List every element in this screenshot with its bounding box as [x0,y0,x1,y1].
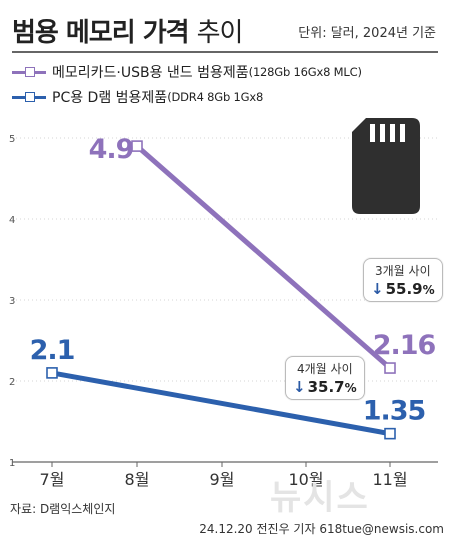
callout-nand-value: 55.9 [385,280,423,298]
callout-nand-unit: % [422,283,435,297]
data-point-marker [384,427,396,440]
x-tick-label: 11월 [372,470,407,489]
y-tick-label: 4 [9,215,15,226]
unit-note: 단위: 달러, 2024년 기준 [298,26,436,41]
data-label: 2.1 [30,335,75,366]
data-point-marker [384,362,396,374]
legend-swatch-dram [12,90,46,104]
legend-label-dram: PC용 D램 범용제품 [52,90,168,106]
x-tick-label: 10월 [288,470,323,489]
callout-dram-title: 4개월 사이 [297,362,353,376]
down-arrow-icon: ↓ [371,280,384,298]
title-divider [12,51,438,53]
legend-label-nand: 메모리카드·USB용 낸드 범용제품 [52,65,249,81]
y-tick-label: 1 [9,458,15,469]
data-label: 4.9 [89,134,134,165]
y-tick-label: 5 [9,134,15,145]
callout-dram-value: 35.7 [307,378,345,396]
legend-item-nand: 메모리카드·USB용 낸드 범용제품 (128Gb 16Gx8 MLC) [12,62,362,82]
title-row: 범용 메모리 가격 추이 단위: 달러, 2024년 기준 [12,8,442,48]
credit-line: 24.12.20 전진우 기자 618tue@newsis.com [199,522,444,536]
watermark-logo: 뉴시스 [270,478,370,518]
page-title: 범용 메모리 가격 추이 [12,12,244,49]
sd-card-icon [352,118,420,214]
data-point-marker [131,140,143,152]
x-tick-label: 8월 [125,470,150,489]
data-label: 2.16 [373,330,436,361]
legend-detail-nand: (128Gb 16Gx8 MLC) [248,65,362,79]
down-arrow-icon: ↓ [293,378,306,396]
x-tick-label: 9월 [210,470,235,489]
callout-nand-title: 3개월 사이 [375,264,431,278]
title-bold: 범용 메모리 가격 [12,18,190,48]
callout-dram-change: 4개월 사이 ↓ 35.7% [285,356,365,400]
legend-item-dram: PC용 D램 범용제품 (DDR4 8Gb 1Gx8 [12,87,263,107]
legend-swatch-nand [12,65,46,79]
title-light: 추이 [196,18,244,48]
series-line-0 [134,143,393,371]
data-label: 1.35 [363,396,426,427]
data-point-marker [46,367,58,379]
x-tick-label: 7월 [40,470,65,489]
callout-dram-unit: % [344,381,357,395]
callout-nand-change: 3개월 사이 ↓ 55.9% [363,258,443,302]
legend-detail-dram: (DDR4 8Gb 1Gx8 [167,90,264,104]
y-tick-label: 2 [9,377,15,388]
y-tick-label: 3 [9,296,15,307]
series-line-1 [49,370,393,437]
source-note: 자료: D램익스체인지 [10,502,116,516]
